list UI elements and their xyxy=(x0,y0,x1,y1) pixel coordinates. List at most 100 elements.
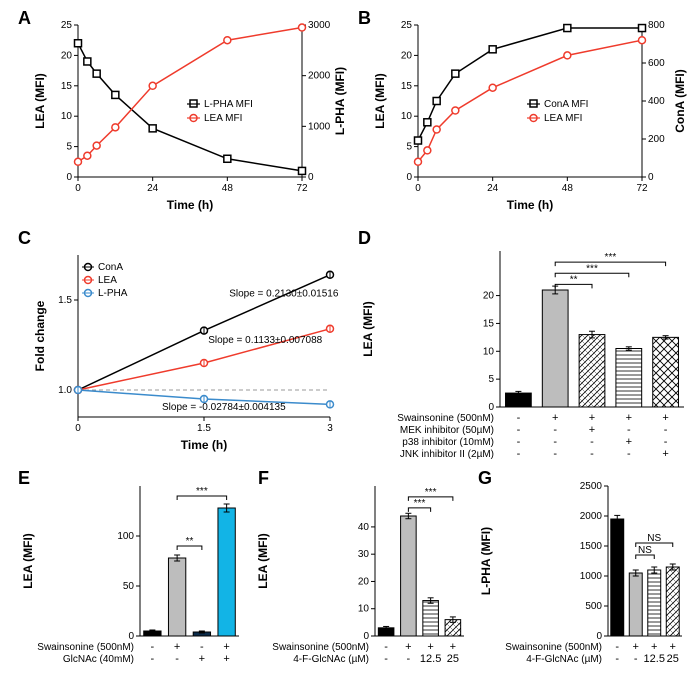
svg-text:+: + xyxy=(589,424,595,436)
svg-text:1.5: 1.5 xyxy=(58,295,72,306)
svg-text:0: 0 xyxy=(75,423,81,434)
svg-text:LEA (MFI): LEA (MFI) xyxy=(373,73,387,129)
chart-d: 05101520LEA (MFI)********Swainsonine (50… xyxy=(360,245,690,465)
svg-text:Time (h): Time (h) xyxy=(167,198,213,212)
chart-a: 024487205101520250100020003000Time (h)LE… xyxy=(30,15,350,215)
svg-text:20: 20 xyxy=(483,291,495,302)
svg-text:-: - xyxy=(553,436,557,448)
svg-text:NS: NS xyxy=(638,545,652,556)
svg-text:24: 24 xyxy=(487,183,499,194)
svg-text:+: + xyxy=(427,641,433,653)
svg-text:+: + xyxy=(405,641,411,653)
svg-text:800: 800 xyxy=(648,20,665,31)
svg-text:1500: 1500 xyxy=(580,541,603,552)
svg-text:-: - xyxy=(590,436,594,448)
svg-text:1000: 1000 xyxy=(580,571,603,582)
svg-text:10: 10 xyxy=(358,604,370,615)
svg-text:10: 10 xyxy=(61,111,73,122)
svg-text:Time (h): Time (h) xyxy=(181,438,227,452)
svg-text:-: - xyxy=(590,448,594,460)
svg-text:+: + xyxy=(223,641,229,653)
svg-text:+: + xyxy=(450,641,456,653)
svg-text:24: 24 xyxy=(147,183,159,194)
svg-text:25: 25 xyxy=(61,20,73,31)
svg-text:Slope = 0.2130±0.01516: Slope = 0.2130±0.01516 xyxy=(229,288,339,299)
svg-text:L-PHA MFI: L-PHA MFI xyxy=(204,99,253,110)
svg-text:15: 15 xyxy=(401,81,413,92)
svg-text:0: 0 xyxy=(363,631,369,642)
svg-text:100: 100 xyxy=(117,531,134,542)
svg-text:+: + xyxy=(626,436,632,448)
svg-text:-: - xyxy=(634,653,638,665)
chart-c: 01.531.01.5Time (h)Fold changeSlope = 0.… xyxy=(30,245,340,455)
svg-text:12.5: 12.5 xyxy=(420,653,441,665)
svg-text:+: + xyxy=(662,412,668,424)
svg-text:ConA: ConA xyxy=(98,262,123,273)
svg-text:5: 5 xyxy=(66,142,72,153)
svg-text:+: + xyxy=(626,412,632,424)
svg-text:Swainsonine (500nM): Swainsonine (500nM) xyxy=(272,642,369,653)
svg-text:+: + xyxy=(552,412,558,424)
svg-text:-: - xyxy=(627,424,631,436)
svg-text:20: 20 xyxy=(358,576,370,587)
svg-text:Slope = 0.1133±0.007088: Slope = 0.1133±0.007088 xyxy=(208,335,322,346)
svg-text:***: *** xyxy=(586,263,598,274)
svg-text:Swainsonine (500nM): Swainsonine (500nM) xyxy=(397,413,494,424)
svg-text:15: 15 xyxy=(483,318,495,329)
svg-text:1.0: 1.0 xyxy=(58,385,72,396)
svg-text:5: 5 xyxy=(406,142,412,153)
svg-text:-: - xyxy=(615,641,619,653)
chart-g: 05001000150020002500L-PHA (MFI)NSNSSwain… xyxy=(478,480,688,670)
svg-text:15: 15 xyxy=(61,81,73,92)
svg-text:L-PHA: L-PHA xyxy=(98,288,128,299)
svg-text:+: + xyxy=(662,448,668,460)
svg-text:3000: 3000 xyxy=(308,20,331,31)
svg-text:-: - xyxy=(517,436,521,448)
svg-text:25: 25 xyxy=(447,653,459,665)
chart-e: 050100LEA (MFI)*****Swainsonine (500nM)-… xyxy=(20,480,245,670)
svg-text:-: - xyxy=(384,641,388,653)
svg-text:Slope = -0.02784±0.004135: Slope = -0.02784±0.004135 xyxy=(162,402,286,413)
svg-text:-: - xyxy=(407,653,411,665)
svg-text:400: 400 xyxy=(648,96,665,107)
svg-text:25: 25 xyxy=(667,653,679,665)
svg-text:1.5: 1.5 xyxy=(197,423,211,434)
svg-text:+: + xyxy=(651,641,657,653)
svg-text:10: 10 xyxy=(483,346,495,357)
svg-text:200: 200 xyxy=(648,134,665,145)
svg-text:25: 25 xyxy=(401,20,413,31)
svg-text:2000: 2000 xyxy=(580,511,603,522)
svg-text:-: - xyxy=(553,424,557,436)
svg-text:+: + xyxy=(589,412,595,424)
svg-text:-: - xyxy=(151,653,155,665)
svg-text:-: - xyxy=(664,436,668,448)
svg-text:0: 0 xyxy=(406,172,412,183)
svg-text:30: 30 xyxy=(358,549,370,560)
svg-text:72: 72 xyxy=(296,183,308,194)
svg-text:0: 0 xyxy=(66,172,72,183)
svg-text:ConA (MFI): ConA (MFI) xyxy=(673,69,687,133)
svg-text:L-PHA (MFI): L-PHA (MFI) xyxy=(333,67,347,135)
svg-text:-: - xyxy=(615,653,619,665)
svg-text:0: 0 xyxy=(308,172,314,183)
svg-text:L-PHA (MFI): L-PHA (MFI) xyxy=(479,527,493,595)
svg-text:0: 0 xyxy=(415,183,421,194)
svg-text:+: + xyxy=(670,641,676,653)
svg-text:GlcNAc (40mM): GlcNAc (40mM) xyxy=(63,654,134,665)
svg-text:-: - xyxy=(200,641,204,653)
svg-text:500: 500 xyxy=(585,601,602,612)
svg-text:Swainsonine (500nM): Swainsonine (500nM) xyxy=(37,642,134,653)
svg-text:Time (h): Time (h) xyxy=(507,198,553,212)
svg-text:LEA (MFI): LEA (MFI) xyxy=(33,73,47,129)
svg-text:***: *** xyxy=(425,487,437,498)
svg-text:-: - xyxy=(664,424,668,436)
svg-text:LEA (MFI): LEA (MFI) xyxy=(21,533,35,589)
svg-text:-: - xyxy=(517,412,521,424)
svg-text:1000: 1000 xyxy=(308,121,331,132)
svg-text:10: 10 xyxy=(401,111,413,122)
svg-text:LEA (MFI): LEA (MFI) xyxy=(256,533,270,589)
svg-text:72: 72 xyxy=(636,183,648,194)
svg-text:-: - xyxy=(384,653,388,665)
svg-text:Fold change: Fold change xyxy=(33,300,47,371)
svg-text:JNK inhibitor II (2µM): JNK inhibitor II (2µM) xyxy=(400,449,494,460)
